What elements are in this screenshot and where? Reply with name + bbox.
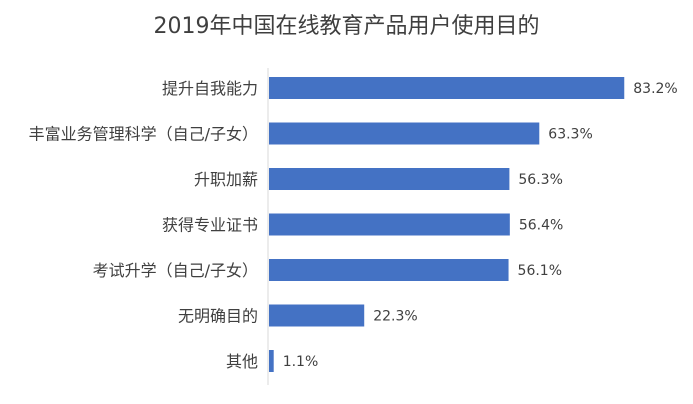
value-label: 56.3% — [518, 172, 562, 188]
bar — [269, 213, 510, 236]
value-label: 22.3% — [373, 309, 417, 325]
category-label: 考试升学（自己/子女） — [93, 261, 258, 280]
bar — [269, 259, 509, 281]
bar — [269, 304, 365, 327]
bar — [269, 350, 274, 372]
value-label: 83.2% — [633, 81, 677, 97]
value-label: 56.1% — [518, 263, 562, 279]
value-label: 56.4% — [519, 218, 563, 234]
value-label: 1.1% — [283, 354, 319, 370]
value-label: 63.3% — [548, 127, 592, 143]
category-label: 提升自我能力 — [162, 79, 258, 98]
category-label: 获得专业证书 — [162, 216, 258, 235]
category-label: 其他 — [226, 352, 258, 371]
bar — [269, 77, 625, 99]
category-label: 无明确目的 — [178, 307, 258, 326]
bar — [269, 168, 510, 190]
category-label: 升职加薪 — [194, 170, 258, 189]
chart-title: 2019年中国在线教育产品用户使用目的 — [153, 14, 540, 39]
bar — [269, 122, 540, 145]
category-label: 丰富业务管理科学（自己/子女） — [29, 125, 258, 144]
